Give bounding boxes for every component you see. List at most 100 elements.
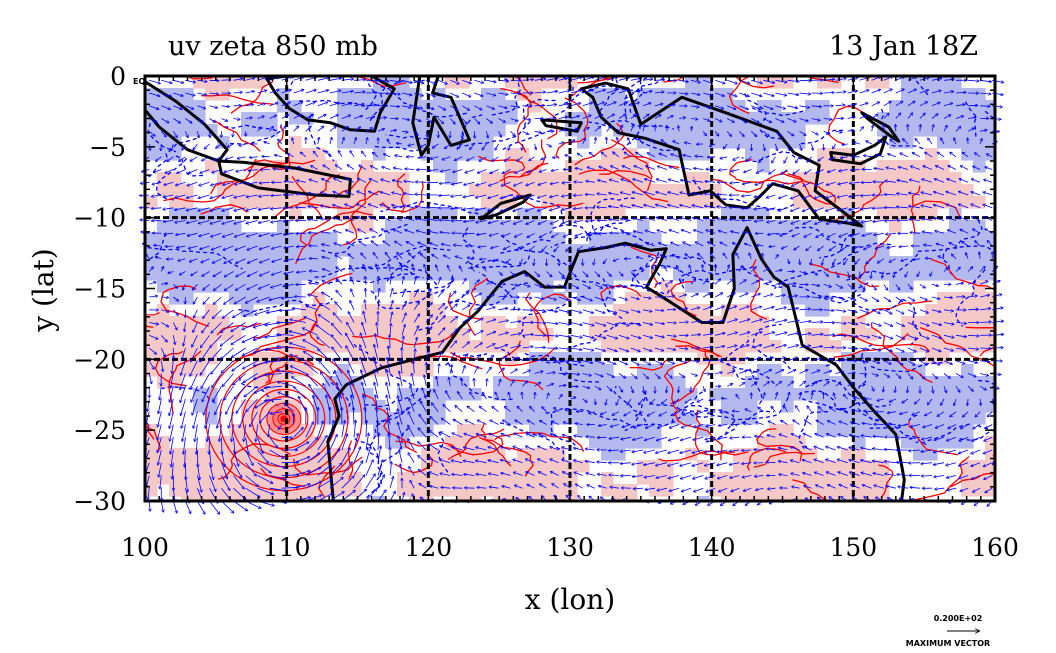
vorticity-cell	[793, 292, 806, 305]
vorticity-cell	[169, 460, 182, 473]
vorticity-cell	[805, 460, 818, 473]
vorticity-cell	[541, 172, 554, 185]
vorticity-cell	[697, 124, 710, 137]
vorticity-cell	[433, 220, 446, 233]
vorticity-cell	[325, 328, 338, 341]
vorticity-cell	[637, 364, 650, 377]
vorticity-cell	[157, 448, 170, 461]
vorticity-cell	[145, 232, 158, 245]
vorticity-cell	[841, 460, 854, 473]
vorticity-cell	[313, 388, 326, 401]
vorticity-cell	[337, 100, 350, 113]
vorticity-cell	[817, 340, 830, 353]
vorticity-cell	[877, 376, 890, 389]
vorticity-cell	[685, 148, 698, 161]
vorticity-cell	[733, 304, 746, 317]
vorticity-cell	[577, 388, 590, 401]
vorticity-cell	[181, 256, 194, 269]
vorticity-cell	[325, 256, 338, 269]
vorticity-cell	[757, 148, 770, 161]
vorticity-cell	[181, 124, 194, 137]
vorticity-cell	[169, 316, 182, 329]
vorticity-cell	[217, 220, 230, 233]
y-tick-label: −10	[73, 204, 126, 233]
vorticity-cell	[829, 376, 842, 389]
vorticity-cell	[445, 436, 458, 449]
y-tick-label: −5	[89, 133, 126, 162]
vorticity-cell	[577, 256, 590, 269]
vorticity-cell	[973, 148, 986, 161]
vorticity-cell	[241, 280, 254, 293]
vorticity-cell	[445, 160, 458, 173]
vorticity-cell	[385, 316, 398, 329]
vorticity-cell	[145, 448, 158, 461]
vorticity-cell	[841, 316, 854, 329]
vorticity-cell	[913, 388, 926, 401]
vorticity-cell	[721, 472, 734, 485]
vorticity-cell	[661, 364, 674, 377]
vorticity-cell	[505, 400, 518, 413]
vorticity-cell	[493, 244, 506, 257]
vorticity-cell	[661, 88, 674, 101]
vorticity-cell	[925, 400, 938, 413]
vorticity-cell	[901, 424, 914, 437]
vorticity-cell	[397, 244, 410, 257]
vorticity-cell	[169, 484, 182, 497]
vorticity-cell	[769, 256, 782, 269]
vorticity-cell	[361, 172, 374, 185]
vorticity-cell	[409, 364, 422, 377]
vorticity-cell	[205, 388, 218, 401]
vorticity-cell	[925, 232, 938, 245]
vorticity-cell	[469, 484, 482, 497]
vorticity-cell	[397, 76, 410, 89]
x-tick-labels: 100 110 120 130 140 150 160	[121, 533, 1019, 562]
vorticity-cell	[661, 460, 674, 473]
equator-label: EQ	[133, 77, 145, 86]
vorticity-cell	[181, 472, 194, 485]
vorticity-cell	[901, 280, 914, 293]
vorticity-cell	[205, 220, 218, 233]
vorticity-cell	[181, 220, 194, 233]
vorticity-cell	[445, 112, 458, 125]
vorticity-cell	[181, 292, 194, 305]
vorticity-cell	[901, 172, 914, 185]
vorticity-cell	[853, 460, 866, 473]
vorticity-cell	[517, 388, 530, 401]
vorticity-cell	[217, 232, 230, 245]
vorticity-cell	[181, 184, 194, 197]
vorticity-cell	[457, 376, 470, 389]
x-axis-label: x (lon)	[525, 583, 615, 616]
vorticity-cell	[241, 184, 254, 197]
vorticity-cell	[961, 148, 974, 161]
vorticity-cell	[253, 496, 266, 501]
vorticity-cell	[601, 328, 614, 341]
vorticity-cell	[313, 268, 326, 281]
wind-vector	[534, 105, 545, 106]
vorticity-cell	[157, 136, 170, 149]
vorticity-cell	[385, 136, 398, 149]
wind-vector	[742, 450, 752, 451]
vorticity-cell	[769, 484, 782, 497]
vorticity-cell	[913, 124, 926, 137]
vorticity-cell	[925, 160, 938, 173]
vorticity-cell	[145, 256, 158, 269]
vorticity-cell	[829, 340, 842, 353]
vorticity-cell	[529, 172, 542, 185]
vorticity-cell	[397, 328, 410, 341]
wind-vector	[586, 437, 595, 438]
vorticity-contour	[992, 452, 995, 457]
vorticity-cell	[889, 400, 902, 413]
vorticity-cell	[397, 196, 410, 209]
vorticity-cell	[457, 220, 470, 233]
vorticity-cell	[169, 172, 182, 185]
vorticity-cell	[229, 220, 242, 233]
vorticity-cell	[961, 196, 974, 209]
vorticity-cell	[505, 160, 518, 173]
vorticity-cell	[445, 484, 458, 497]
vorticity-cell	[793, 268, 806, 281]
vorticity-cell	[325, 304, 338, 317]
vorticity-cell	[865, 424, 878, 437]
vorticity-cell	[385, 436, 398, 449]
vorticity-cell	[445, 376, 458, 389]
vorticity-cell	[697, 172, 710, 185]
